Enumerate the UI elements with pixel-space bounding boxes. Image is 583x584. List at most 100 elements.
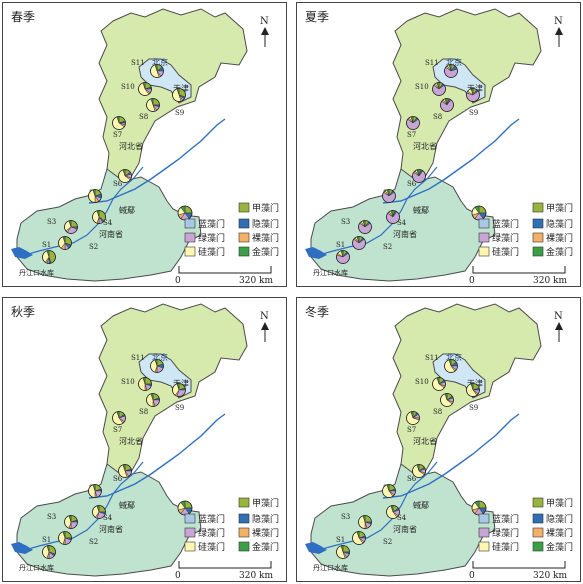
legend-swatch [478,513,490,524]
beijing-label: 北京 [446,57,462,67]
site-pie-s6 [412,169,426,183]
site-label-s7: S7 [407,426,416,434]
scale-end: 320 km [239,571,273,581]
legend-swatch [238,513,250,524]
site-label-s11: S11 [425,59,439,67]
site-pie-s6 [118,169,132,183]
henan-region [310,168,496,282]
site-pie-s9 [466,383,480,397]
site-label-s8: S8 [433,408,442,416]
site-label-s7: S7 [113,131,122,139]
map-panel-spring: 春季N北京天津河北省河南省蜮鄢丹江口水库S1S2S3S4S5S6S7S8S9S1… [2,2,287,287]
site-pie-s9 [172,383,186,397]
tianjin-label: 天津 [467,378,483,388]
legend-label: 硅藻门 [492,246,519,258]
river-line [382,118,520,204]
north-arrow-icon [261,27,269,47]
scale-start: 0 [175,276,181,286]
map-svg: 秋季N北京天津河北省河南省蜮鄢丹江口水库S1S2S3S4S5S6S7S8S9S1… [11,303,279,581]
river-line [88,413,226,499]
legend-label: 蓝藻门 [198,218,225,230]
site-pie-s7 [112,116,126,130]
legend-label: 金藻门 [252,541,279,553]
scale-start: 0 [469,571,475,581]
reservoir-label: 丹江口水库 [313,563,348,572]
site-pie-s2 [352,236,366,250]
xiongan-label: 蜮鄢 [413,500,429,510]
reservoir-shape [11,542,33,554]
legend-label: 隐藻门 [546,513,573,525]
site-pie-s6 [118,464,132,478]
scale-start: 0 [175,571,181,581]
river-line [382,413,520,499]
reservoir-shape [305,542,327,554]
legend-swatch [184,527,196,538]
site-label-s10: S10 [121,378,135,386]
legend-label: 绿藻门 [492,527,519,539]
reservoir-shape [11,247,33,259]
legend-label: 甲藻门 [546,202,573,214]
site-pie-s10 [138,82,152,96]
legend-swatch [532,541,544,552]
site-label-s1: S1 [42,241,51,249]
season-title: 春季 [11,10,35,24]
site-pie-s1 [42,250,56,264]
legend-label: 裸藻门 [546,232,573,244]
henan-label: 河南省 [393,229,417,239]
legend-swatch [184,218,196,229]
henan-label: 河南省 [99,524,123,534]
legend-swatch [532,527,544,538]
site-label-s8: S8 [433,113,442,121]
legend-swatch [532,218,544,229]
legend-label: 甲藻门 [252,202,279,214]
scale-start: 0 [469,276,475,286]
scale-bar [178,561,272,569]
map-panel-summer: 夏季N北京天津河北省河南省蜮鄢丹江口水库S1S2S3S4S5S6S7S8S9S1… [296,2,581,287]
legend-label: 金藻门 [546,541,573,553]
tianjin-label: 天津 [173,378,189,388]
site-label-s2: S2 [89,243,98,251]
site-pie-s4 [386,505,400,519]
legend-swatch [238,541,250,552]
henan-region [310,463,496,577]
site-label-s7: S7 [407,131,416,139]
beijing-label: 北京 [446,352,462,362]
scale-bar [472,266,566,274]
site-label-s7: S7 [113,426,122,434]
site-label-s10: S10 [415,378,429,386]
site-label-s8: S8 [139,408,148,416]
site-label-s9: S9 [175,404,184,412]
site-pie-s7 [406,116,420,130]
xiongan-label: 蜮鄢 [119,205,135,215]
legend-swatch [238,232,250,243]
legend-label: 硅藻门 [492,541,519,553]
site-pie-s2 [58,236,72,250]
scale-bar [178,266,272,274]
henan-region [16,168,202,282]
site-label-s4: S4 [397,219,407,227]
henan-label: 河南省 [393,524,417,534]
site-label-s11: S11 [131,354,145,362]
hebei-label: 河北省 [413,141,437,151]
scale-end: 320 km [239,276,273,286]
site-pie-s5 [382,189,396,203]
site-pie-s4 [92,505,106,519]
site-label-s2: S2 [383,243,392,251]
legend-swatch [184,513,196,524]
hebei-label: 河北省 [413,436,437,446]
legend-swatch [478,527,490,538]
legend-swatch [532,232,544,243]
site-label-s3: S3 [47,513,56,521]
legend-swatch [238,527,250,538]
tianjin-label: 天津 [173,83,189,93]
legend-swatch [478,218,490,229]
map-panel-autumn: 秋季N北京天津河北省河南省蜮鄢丹江口水库S1S2S3S4S5S6S7S8S9S1… [2,297,287,582]
site-label-s6: S6 [407,475,417,483]
legend-swatch [184,541,196,552]
site-label-s3: S3 [341,513,350,521]
legend-label: 甲藻门 [546,497,573,509]
legend-swatch [532,202,544,213]
site-pie-s2 [58,531,72,545]
